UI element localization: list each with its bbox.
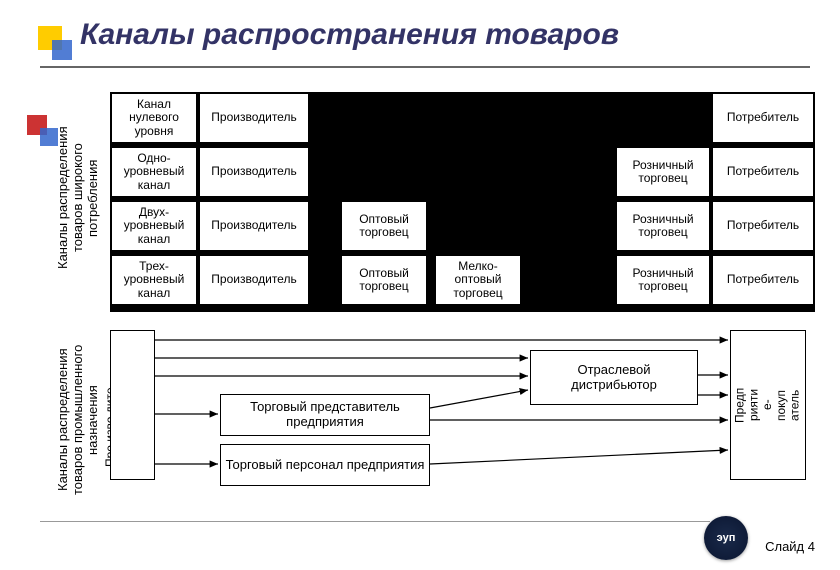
cell-consumer: Потребитель [713,148,813,196]
slide: Каналы распространения товаров Каналы ра… [0,0,840,570]
cell-wholesale: Оптовый торговец [342,202,426,250]
box-sales-rep: Торговый представитель предприятия [220,394,430,436]
cell-channel-name: Канал нулевого уровня [112,94,196,142]
box-producer [110,330,155,480]
cell-channel-name: Двух-уровневый канал [112,202,196,250]
cell-gap [310,92,711,144]
cell-consumer: Потребитель [713,202,813,250]
cell-producer: Производитель [200,148,308,196]
cell-wholesale: Оптовый торговец [342,256,426,304]
box-enterprise-buyer: Предп рияти е- покуп атель [730,330,806,480]
cell-gap [428,254,434,306]
logo-badge: эуп [704,516,748,560]
box-distributor: Отраслевой дистрибьютор [530,350,698,405]
table-row: Канал нулевого уровня Производитель Потр… [110,92,815,146]
slide-number: Слайд 4 [765,539,815,554]
deco-square-blue-1 [52,40,72,60]
table-row: Одно-уровневый канал Производитель Розни… [110,146,815,200]
cell-consumer: Потребитель [713,256,813,304]
cell-gap [428,200,615,252]
cell-small-wholesale: Мелко-оптовый торговец [436,256,520,304]
cell-producer: Производитель [200,256,308,304]
channel-level-table: Канал нулевого уровня Производитель Потр… [110,92,815,312]
cell-producer: Производитель [200,202,308,250]
cell-channel-name: Одно-уровневый канал [112,148,196,196]
cell-consumer: Потребитель [713,94,813,142]
cell-producer: Производитель [200,94,308,142]
slide-title: Каналы распространения товаров [80,18,619,52]
table-row: Трех-уровневый канал Производитель Оптов… [110,254,815,306]
flow-arrows [110,330,815,510]
industrial-flow: Торговый представитель предприятия Торго… [110,330,815,510]
cell-gap [310,200,340,252]
cell-gap [522,254,615,306]
cell-channel-name: Трех-уровневый канал [112,256,196,304]
vlabel-consumer-goods: Каналы распределения товаров широкого по… [56,98,101,298]
vlabel-industrial-goods: Каналы распределения товаров промышленно… [56,320,101,520]
table-row: Двух-уровневый канал Производитель Оптов… [110,200,815,254]
cell-retail: Розничный торговец [617,256,709,304]
cell-retail: Розничный торговец [617,202,709,250]
title-separator [40,66,810,68]
footer-separator [40,521,710,522]
cell-retail: Розничный торговец [617,148,709,196]
cell-gap [310,254,340,306]
cell-gap [310,146,615,198]
box-sales-staff: Торговый персонал предприятия [220,444,430,486]
